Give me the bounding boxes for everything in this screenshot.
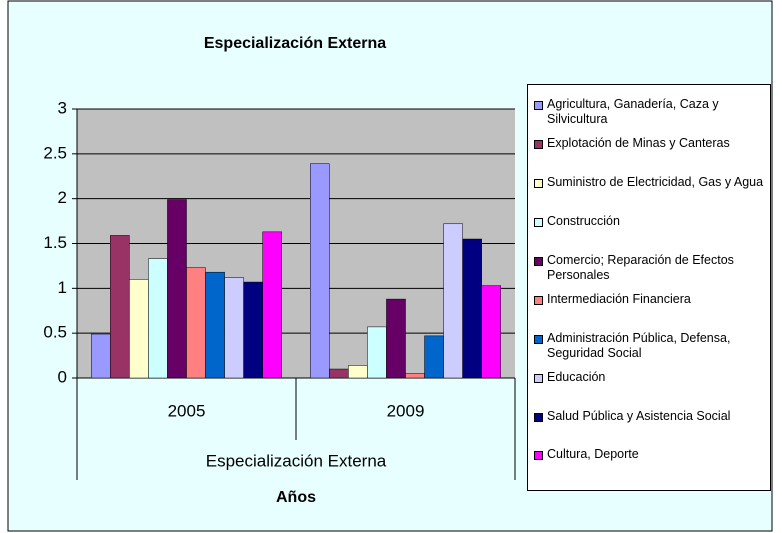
legend-swatch: [534, 218, 543, 228]
y-tick-label: 3: [58, 98, 67, 117]
bar: [91, 333, 111, 379]
legend-label: Salud Pública y Asistencia Social: [547, 408, 731, 423]
legend-item: Suministro de Electricidad, Gas y Agua: [534, 175, 768, 205]
legend-swatch: [534, 179, 543, 189]
legend-label: Educación: [547, 369, 606, 384]
legend-label: Construcción: [547, 214, 620, 229]
y-tick-label: 1.5: [43, 233, 67, 252]
x-tick-label: 2005: [168, 401, 206, 420]
y-tick-label: 2: [58, 188, 67, 207]
legend-item: Comercio; Reparación de Efectos Personal…: [534, 253, 768, 283]
x-group-label: Especialización Externa: [206, 451, 387, 470]
bar: [367, 326, 387, 379]
legend-label: Suministro de Electricidad, Gas y Agua: [547, 175, 764, 190]
legend-swatch: [534, 101, 543, 111]
legend-swatch: [534, 373, 543, 383]
x-axis-title: Años: [276, 489, 316, 506]
legend-swatch: [534, 140, 543, 150]
bar: [110, 235, 130, 379]
legend-item: Educación: [534, 370, 768, 400]
legend-item: Intermediación Financiera: [534, 292, 768, 322]
legend-swatch: [534, 334, 543, 344]
bar: [386, 298, 406, 379]
bar: [224, 277, 244, 379]
y-tick-label: 0.5: [43, 323, 67, 342]
legend-item: Administración Pública, Defensa, Segurid…: [534, 331, 768, 361]
legend: Agricultura, Ganadería, Caza y Silvicult…: [527, 84, 771, 491]
legend-item: Agricultura, Ganadería, Caza y Silvicult…: [534, 97, 768, 127]
legend-label: Explotación de Minas y Canteras: [547, 136, 730, 151]
legend-item: Cultura, Deporte: [534, 447, 768, 477]
legend-label: Administración Pública, Defensa, Segurid…: [547, 330, 731, 360]
bar: [481, 285, 501, 379]
chart-title: Especialización Externa: [204, 35, 386, 52]
legend-label: Intermediación Financiera: [547, 291, 691, 306]
bar: [205, 271, 225, 379]
bar: [167, 199, 187, 379]
legend-swatch: [534, 257, 543, 266]
bar: [262, 231, 282, 379]
bar: [348, 365, 368, 379]
legend-swatch: [534, 295, 543, 305]
bar: [443, 223, 463, 379]
bar: [329, 368, 349, 379]
x-tick-label: 2009: [387, 401, 425, 420]
legend-item: Construcción: [534, 214, 768, 244]
legend-item: Salud Pública y Asistencia Social: [534, 409, 768, 439]
legend-label: Comercio; Reparación de Efectos Personal…: [547, 253, 734, 282]
legend-item: Explotación de Minas y Canteras: [534, 136, 768, 166]
bar: [186, 267, 206, 379]
y-tick-label: 1: [58, 278, 67, 297]
legend-label: Agricultura, Ganadería, Caza y Silvicult…: [547, 97, 719, 127]
bar: [310, 163, 330, 379]
legend-swatch: [534, 412, 543, 422]
bar: [405, 373, 425, 379]
bar: [424, 335, 444, 379]
bar: [243, 281, 263, 379]
bar: [462, 238, 482, 379]
y-tick-label: 2.5: [43, 143, 67, 162]
y-tick-label: 0: [58, 367, 67, 386]
legend-swatch: [534, 451, 543, 461]
bar: [148, 258, 168, 379]
bar: [129, 279, 149, 379]
legend-label: Cultura, Deporte: [547, 447, 639, 462]
